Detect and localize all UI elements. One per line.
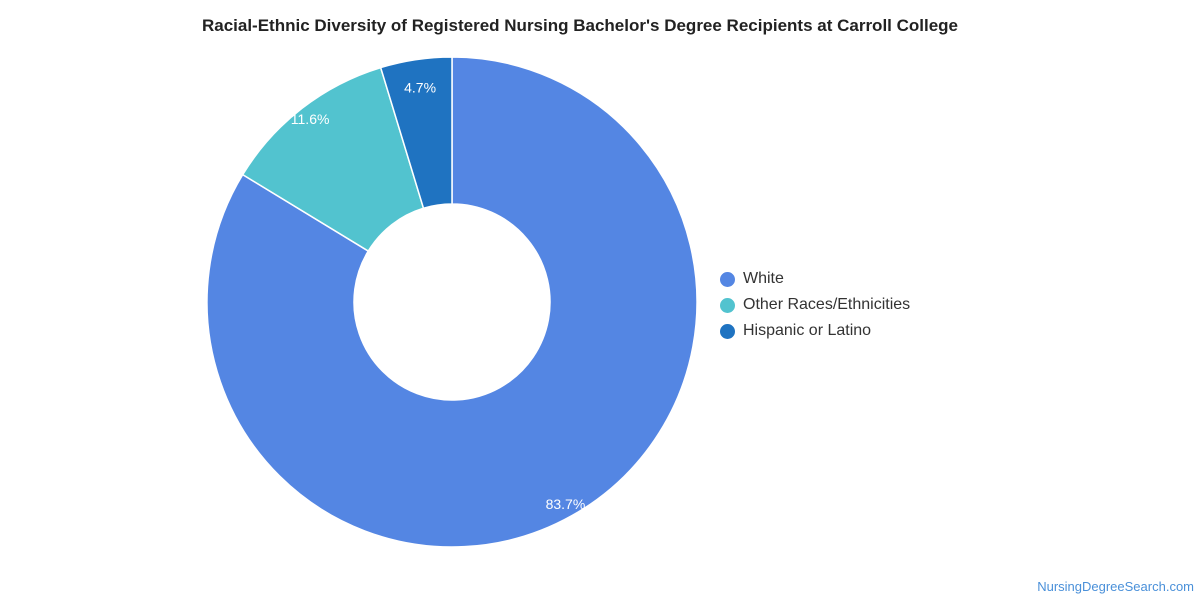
legend-item-hispanic[interactable]: Hispanic or Latino — [720, 318, 910, 344]
slice-label-other-races: 11.6% — [291, 111, 330, 127]
legend-item-white[interactable]: White — [720, 266, 910, 292]
watermark-link[interactable]: NursingDegreeSearch.com — [1037, 579, 1194, 594]
legend-swatch-other-races — [720, 297, 735, 313]
slice-white[interactable] — [206, 56, 698, 548]
legend-item-other-races[interactable]: Other Races/Ethnicities — [720, 292, 910, 318]
legend-swatch-hispanic — [720, 323, 735, 339]
slice-hispanic[interactable] — [379, 56, 453, 210]
slice-label-white: 83.7% — [546, 496, 586, 512]
legend-swatch-white — [720, 271, 735, 287]
legend-label-other-races: Other Races/Ethnicities — [743, 296, 911, 313]
slice-other-races[interactable] — [241, 66, 425, 253]
slice-label-hispanic: 4.7% — [404, 79, 436, 95]
legend-label-white: White — [743, 270, 784, 287]
legend-label-hispanic: Hispanic or Latino — [743, 322, 872, 339]
chart-title: Racial-Ethnic Diversity of Registered Nu… — [201, 16, 959, 35]
legend: White Other Races/Ethnicities Hispanic o… — [720, 266, 910, 344]
